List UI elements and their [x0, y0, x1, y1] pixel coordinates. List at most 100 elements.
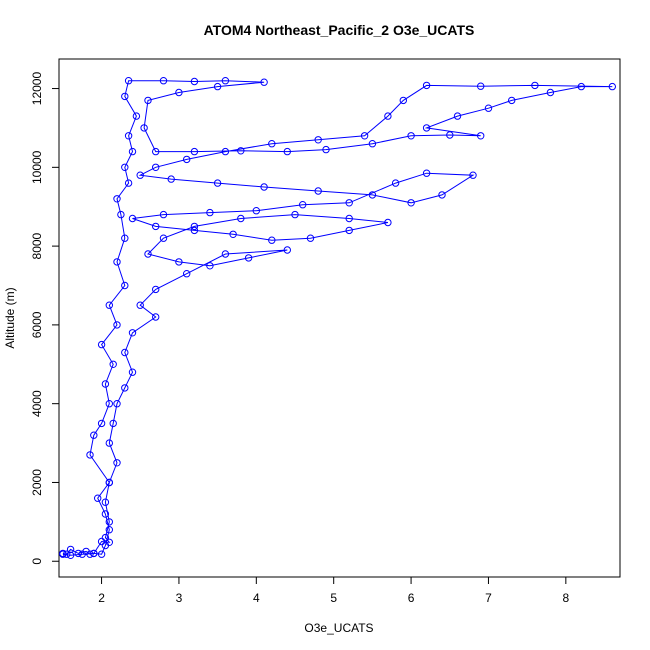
y-tick-label: 12000 [30, 72, 44, 106]
data-point [105, 439, 114, 447]
data-point [531, 81, 539, 90]
data-point [183, 270, 191, 278]
y-tick-label: 8000 [30, 232, 44, 259]
data-point [136, 301, 144, 309]
data-point [97, 550, 106, 558]
data-point [144, 250, 152, 258]
data-point [121, 384, 129, 392]
x-tick-label: 8 [562, 591, 569, 605]
data-point [422, 81, 431, 90]
data-point [183, 155, 191, 164]
data-point [477, 132, 485, 140]
series-points [59, 77, 616, 559]
data-point [117, 210, 125, 219]
data-point [213, 82, 222, 91]
data-point [113, 459, 121, 467]
data-point [113, 321, 121, 329]
data-point [109, 360, 117, 368]
data-point [345, 226, 353, 235]
data-point [438, 191, 446, 199]
y-tick-label: 4000 [30, 390, 44, 417]
x-axis-label: O3e_UCATS [304, 621, 373, 635]
data-point [128, 329, 137, 337]
data-point [237, 147, 245, 155]
data-point [314, 187, 322, 195]
data-point [407, 199, 415, 207]
data-point [399, 96, 407, 105]
data-point [608, 82, 616, 91]
data-point [291, 210, 299, 219]
data-point [260, 78, 268, 86]
data-point [206, 208, 214, 217]
y-axis: 0 2000 4000 6000 8000 10000 12000 [30, 72, 60, 565]
data-point [113, 400, 121, 408]
data-point [105, 400, 114, 408]
data-point [159, 77, 168, 85]
x-tick-label: 4 [253, 591, 260, 605]
data-point [213, 179, 222, 187]
data-point [252, 207, 260, 215]
data-point [121, 92, 129, 101]
data-point [345, 214, 353, 223]
data-point [86, 451, 94, 459]
data-point [221, 147, 230, 156]
data-point [477, 82, 485, 90]
data-point [97, 340, 106, 349]
data-point [152, 222, 160, 231]
data-point [268, 236, 276, 244]
data-point [453, 112, 462, 120]
data-point [322, 145, 330, 154]
data-point [546, 88, 555, 97]
data-point [159, 210, 168, 219]
data-point [90, 431, 98, 439]
data-point [469, 171, 477, 179]
data-point [237, 214, 245, 223]
data-point [391, 179, 400, 187]
data-point [128, 147, 137, 156]
data-point [190, 147, 199, 156]
data-point [132, 112, 141, 120]
data-point [206, 262, 214, 270]
data-point [190, 226, 199, 235]
data-point [113, 195, 121, 203]
y-tick-label: 10000 [30, 150, 44, 184]
data-point [190, 222, 199, 231]
data-point [105, 526, 114, 534]
data-point [90, 549, 98, 558]
data-point [128, 214, 137, 223]
data-point [422, 169, 431, 177]
x-tick-label: 3 [176, 591, 183, 605]
data-point [360, 132, 369, 140]
data-point [221, 250, 230, 258]
data-point [345, 199, 353, 207]
data-point [105, 478, 114, 487]
x-tick-label: 6 [408, 591, 415, 605]
data-point [105, 301, 114, 309]
data-point [175, 258, 183, 266]
data-point [101, 533, 110, 542]
data-point [113, 258, 121, 266]
data-point [109, 419, 117, 428]
data-point [121, 348, 129, 357]
data-point [86, 550, 94, 558]
data-point [446, 131, 454, 139]
data-point [508, 96, 516, 105]
data-point [124, 132, 133, 140]
series-lines [62, 80, 613, 556]
data-point [306, 234, 315, 242]
data-point [74, 549, 83, 558]
data-point [384, 112, 392, 120]
x-axis: 2 3 4 5 6 7 8 [98, 576, 569, 605]
data-point [314, 136, 322, 144]
data-point [159, 234, 168, 242]
data-point [97, 419, 106, 428]
data-point [101, 380, 110, 388]
data-point [101, 498, 110, 506]
data-point [484, 104, 493, 112]
data-point [140, 124, 148, 132]
y-tick-label: 2000 [30, 469, 44, 496]
data-point [97, 537, 106, 546]
data-point [136, 171, 144, 179]
